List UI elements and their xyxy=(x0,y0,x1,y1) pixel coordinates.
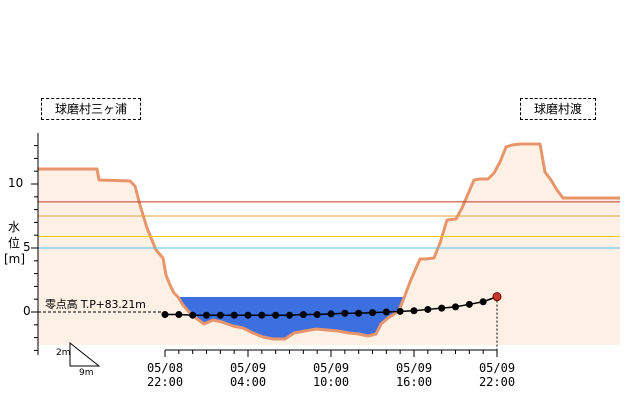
y-axis-label-char: 水 xyxy=(7,220,20,234)
water-level-point xyxy=(230,311,238,319)
water-level-point xyxy=(424,305,432,313)
scale-triangle-icon xyxy=(69,341,101,367)
river-cross-section-profile xyxy=(38,142,620,341)
water-level-point xyxy=(216,311,224,319)
water-level-point xyxy=(465,300,473,308)
y-axis-label-char: 位 xyxy=(7,236,20,250)
y-axis-label-unit: [m] xyxy=(4,252,26,266)
scale-horizontal-label: 9m xyxy=(79,368,94,378)
water-level-point xyxy=(396,307,404,315)
water-level-point xyxy=(382,308,390,316)
x-tick-time: 16:00 xyxy=(395,375,433,389)
y-tick-label: 0 xyxy=(23,304,31,318)
y-axis-label: 水 位 [m] xyxy=(4,219,26,267)
x-tick-label: 05/09 04:00 xyxy=(223,361,273,389)
latest-water-level-point xyxy=(492,292,502,302)
x-tick-date: 05/09 xyxy=(229,361,267,375)
x-tick-time: 22:00 xyxy=(146,375,184,389)
station-label-right: 球磨村渡 xyxy=(520,98,596,120)
water-level-point xyxy=(175,311,183,319)
water-level-point xyxy=(410,307,418,315)
x-tick-label: 05/08 22:00 xyxy=(140,361,190,389)
water-level-point xyxy=(369,309,376,317)
water-level-point xyxy=(299,311,307,319)
water-level-point xyxy=(438,304,446,312)
x-tick-date: 05/09 xyxy=(312,361,350,375)
water-level-point xyxy=(244,311,252,319)
zero-point-label: 零点高 T.P+83.21m xyxy=(45,298,146,311)
water-level-point xyxy=(452,303,459,311)
water-level-point xyxy=(272,311,280,319)
x-tick-label: 05/09 16:00 xyxy=(389,361,439,389)
x-tick-label: 05/09 10:00 xyxy=(306,361,356,389)
water-level-point xyxy=(313,311,321,319)
x-tick-time: 04:00 xyxy=(229,375,267,389)
water-level-point xyxy=(479,298,487,306)
water-level-point xyxy=(258,311,266,319)
river-bank-shading xyxy=(38,144,620,345)
y-tick-label: 10 xyxy=(8,176,24,190)
x-tick-date: 05/08 xyxy=(146,361,184,375)
water-level-point xyxy=(341,309,349,317)
x-tick-label: 05/09 22:00 xyxy=(472,361,522,389)
water-level-point xyxy=(189,311,197,319)
x-tick-date: 05/09 xyxy=(395,361,433,375)
x-tick-time: 10:00 xyxy=(312,375,350,389)
water-level-point xyxy=(161,311,169,319)
y-tick-label: 5 xyxy=(23,240,31,254)
x-tick-date: 05/09 xyxy=(478,361,516,375)
water-level-point xyxy=(203,311,210,319)
water-fill xyxy=(180,297,404,339)
scale-vertical-label: 2m xyxy=(56,348,71,358)
station-label-left: 球磨村三ヶ浦 xyxy=(41,98,141,120)
water-level-point xyxy=(286,311,293,319)
water-level-point xyxy=(327,310,335,318)
x-tick-time: 22:00 xyxy=(478,375,516,389)
water-level-point xyxy=(355,309,363,317)
